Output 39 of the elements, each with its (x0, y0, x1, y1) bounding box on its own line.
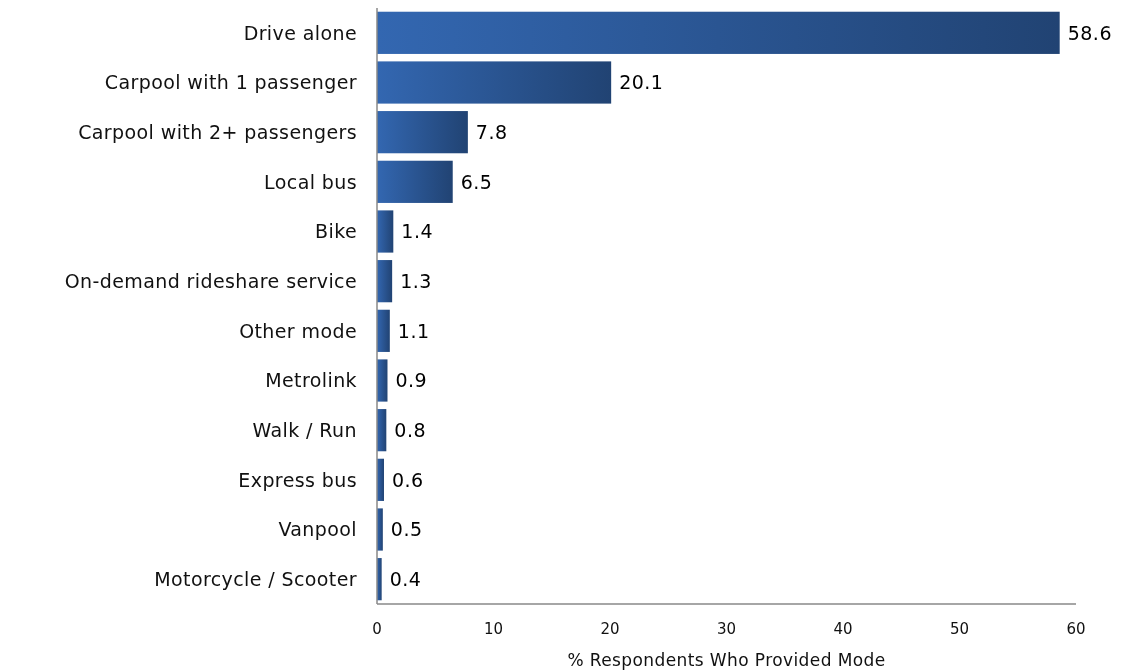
data-label: 6.5 (460, 170, 493, 193)
y-tick-label: Drive alone (243, 21, 357, 44)
data-label: 1.3 (400, 270, 432, 293)
x-tick-label: 60 (1066, 620, 1086, 638)
y-tick-label: Local bus (264, 170, 357, 193)
data-label: 1.1 (397, 319, 430, 342)
bar (377, 11, 1060, 54)
y-tick-label: Motorcycle / Scooter (154, 568, 357, 591)
y-tick-label: Vanpool (278, 518, 357, 541)
y-tick-label: On-demand rideshare service (64, 270, 357, 293)
bar (377, 160, 453, 203)
x-tick-label: 50 (949, 620, 970, 638)
data-label: 0.5 (390, 518, 423, 541)
bar (377, 111, 468, 154)
x-axis-title: % Respondents Who Provided Mode (567, 650, 886, 670)
bar (377, 210, 394, 253)
bar (377, 260, 393, 303)
x-tick-label: 0 (372, 620, 382, 638)
x-tick-label: 40 (833, 620, 853, 638)
data-label: 1.4 (401, 220, 434, 243)
y-tick-label: Other mode (239, 319, 357, 342)
data-label: 0.8 (394, 419, 427, 442)
data-label: 0.9 (395, 369, 428, 392)
bar (377, 309, 390, 352)
data-label: 7.8 (475, 121, 508, 144)
y-tick-label: Carpool with 2+ passengers (78, 121, 357, 144)
y-tick-label: Carpool with 1 passenger (104, 71, 357, 94)
data-label: 0.6 (391, 468, 424, 491)
x-tick-label: 10 (483, 620, 504, 638)
y-tick-label: Metrolink (265, 369, 357, 392)
bar (377, 61, 612, 104)
data-label: 0.4 (389, 568, 422, 591)
data-label: 20.1 (619, 71, 664, 94)
x-tick-label: 20 (600, 620, 620, 638)
y-tick-label: Bike (315, 220, 357, 243)
y-tick-label: Express bus (238, 468, 357, 491)
x-tick-label: 30 (716, 620, 737, 638)
y-tick-label: Walk / Run (252, 419, 357, 442)
data-label: 58.6 (1067, 21, 1112, 44)
